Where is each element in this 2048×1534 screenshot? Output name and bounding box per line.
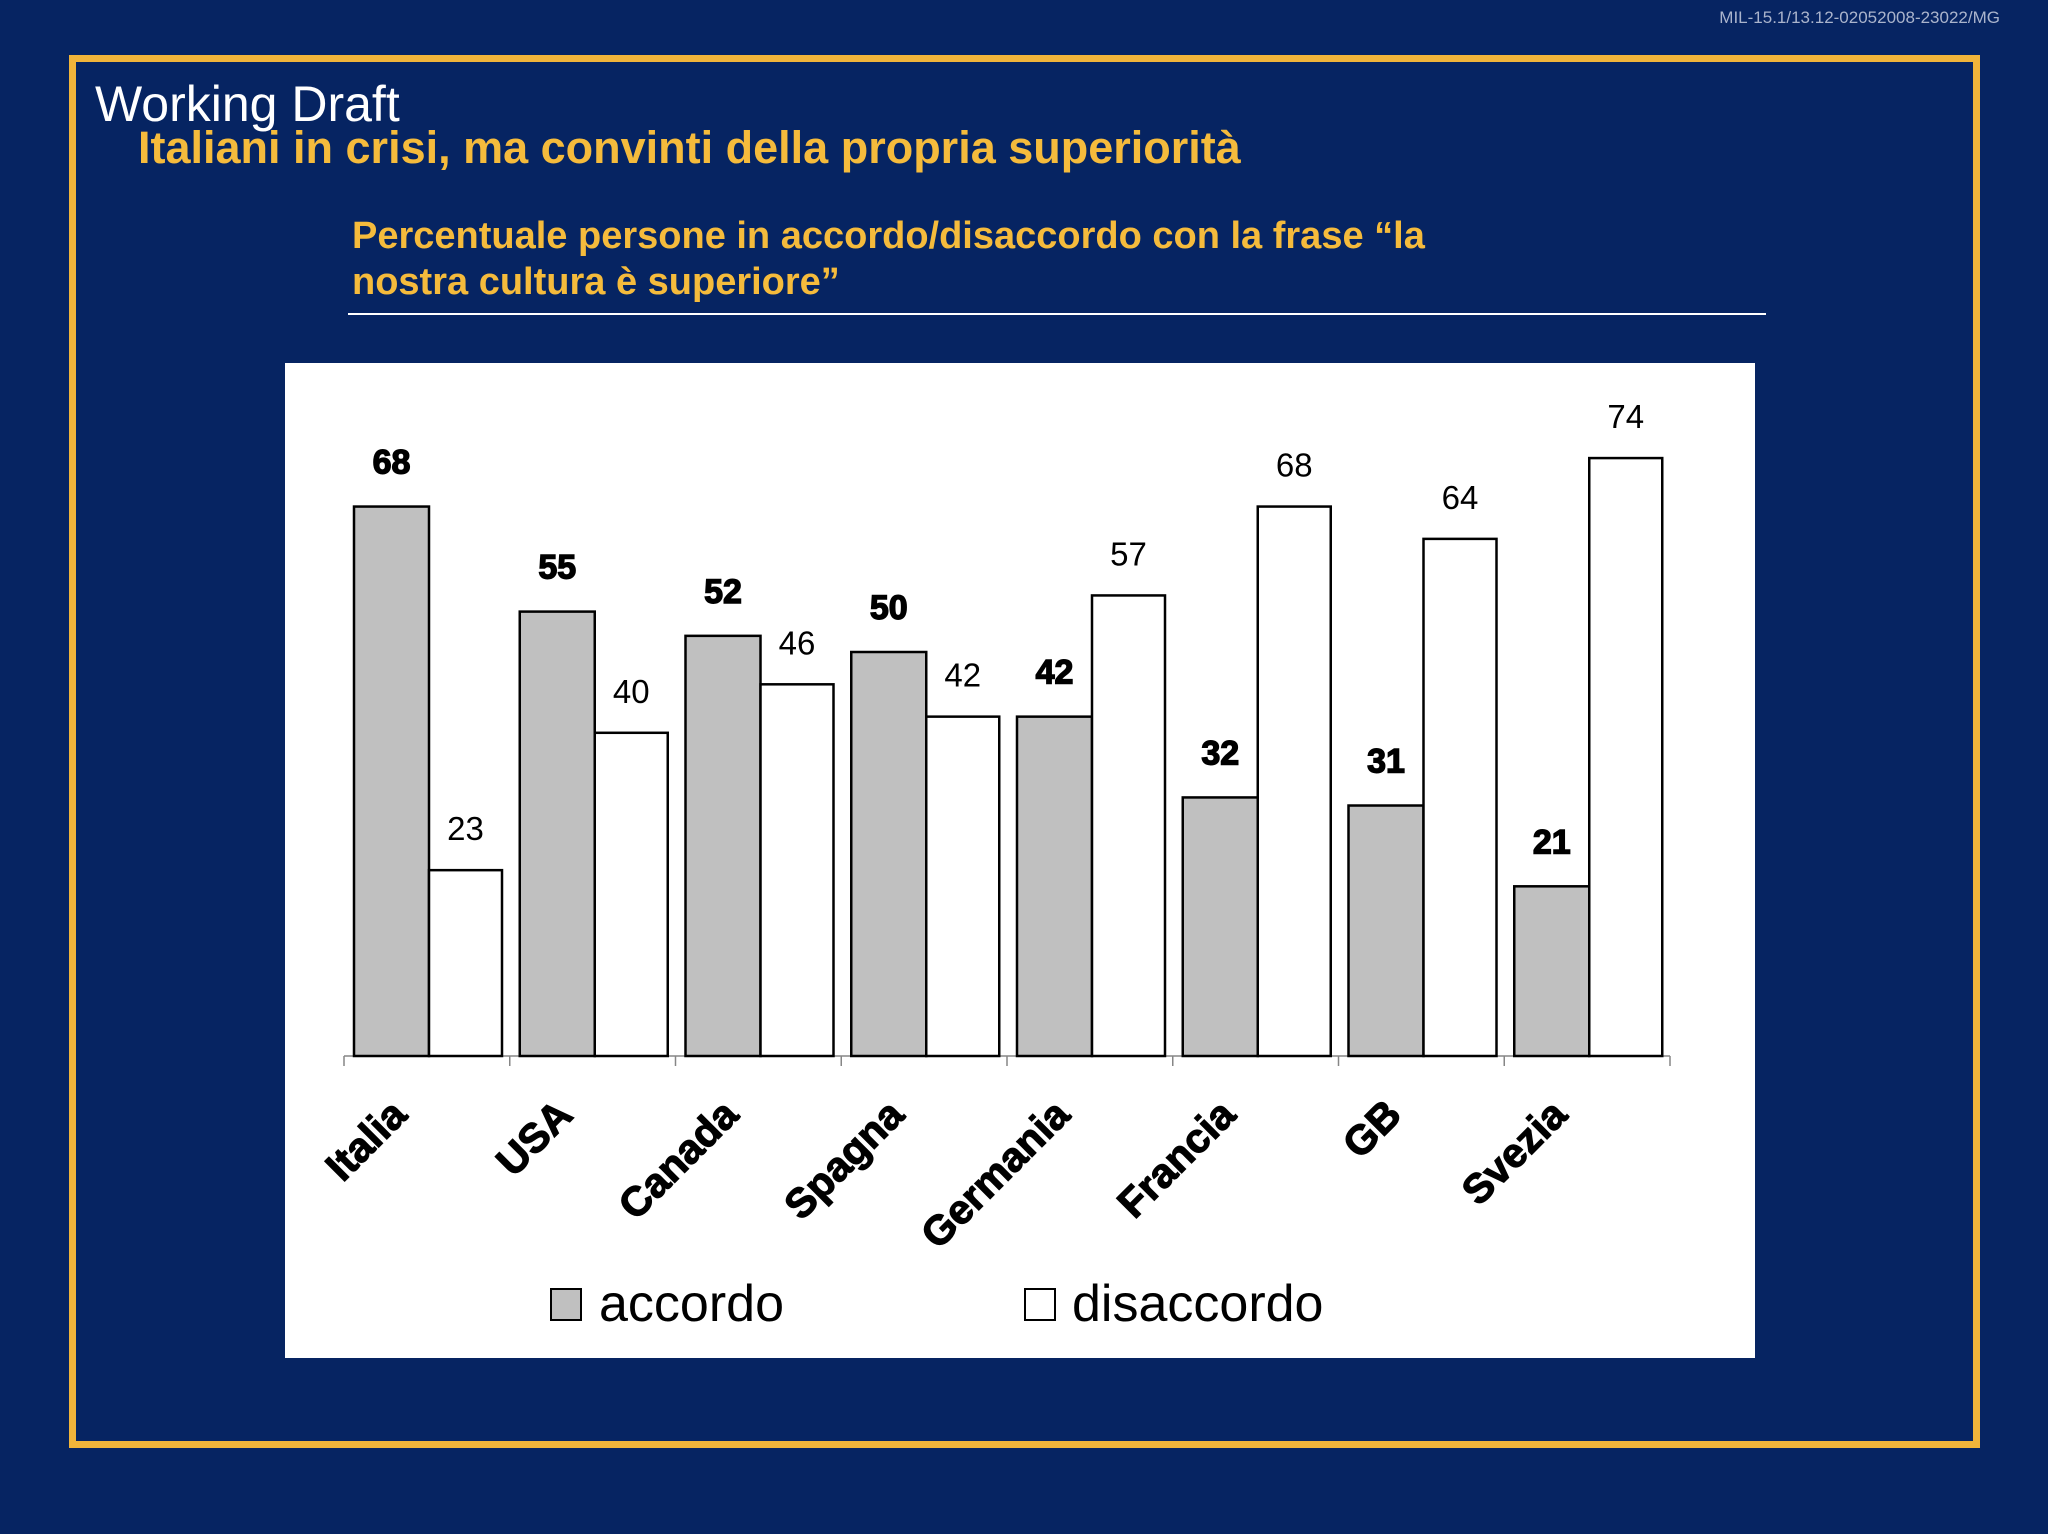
chart-value-labels: 68 23 55 40 52 46 50 42 42 57 32 68 31 64 21 74 <box>372 398 1644 862</box>
chart-title-underline <box>348 313 1766 315</box>
value-label-accordo-svezia: 21 <box>1533 823 1571 861</box>
bar-chart: 68 23 55 40 52 46 50 42 42 57 32 68 31 64 21 74 Italia U… <box>316 398 1671 1333</box>
bar-accordo-svezia <box>1513 885 1591 1058</box>
legend-swatch-accordo <box>550 1288 582 1321</box>
value-label-accordo-germania: 42 <box>1036 654 1074 692</box>
legend-label-disaccordo: disaccordo <box>1072 1275 1323 1333</box>
legend-swatch-disaccordo <box>1024 1288 1056 1321</box>
chart-category-labels: Italia USA Canada Spagna Germania Francia GB Sv… <box>316 1089 1577 1257</box>
document-code: MIL-15.1/13.12-02052008-23022/MG <box>1719 8 2000 27</box>
value-label-disaccordo-gb: 64 <box>1442 479 1479 516</box>
bar-accordo-spagna <box>850 650 928 1058</box>
legend-label-accordo: accordo <box>599 1275 784 1333</box>
value-label-accordo-usa: 55 <box>538 549 576 587</box>
value-label-disaccordo-germania: 57 <box>1110 535 1147 572</box>
category-label-usa: USA <box>487 1091 581 1185</box>
value-label-disaccordo-usa: 40 <box>613 673 650 710</box>
bar-disaccordo-germania <box>1090 594 1167 1058</box>
bar-disaccordo-usa <box>593 731 669 1058</box>
value-label-accordo-gb: 31 <box>1367 743 1405 781</box>
value-label-accordo-spagna: 50 <box>870 589 908 627</box>
category-label-spagna: Spagna <box>775 1090 913 1228</box>
x-axis <box>343 1055 1671 1066</box>
chart-bars <box>352 456 1664 1058</box>
category-label-gb: GB <box>1334 1091 1410 1167</box>
bar-disaccordo-francia <box>1256 505 1332 1058</box>
bar-accordo-canada <box>684 634 762 1058</box>
category-label-italia: Italia <box>317 1090 416 1189</box>
category-label-canada: Canada <box>609 1090 747 1228</box>
value-label-disaccordo-svezia: 74 <box>1607 398 1644 435</box>
draft-label: Working Draft <box>95 76 400 132</box>
value-label-disaccordo-italia: 23 <box>447 810 484 847</box>
bar-disaccordo-gb <box>1422 537 1498 1058</box>
bar-disaccordo-spagna <box>925 715 1001 1058</box>
bar-accordo-italia <box>352 505 431 1058</box>
slide-title: Italiani in crisi, ma convinti della pro… <box>138 122 1241 173</box>
value-label-disaccordo-francia: 68 <box>1276 447 1313 484</box>
chart-panel: 68 23 55 40 52 46 50 42 42 57 32 68 31 64 21 74 Italia U… <box>285 363 1755 1358</box>
bar-disaccordo-canada <box>759 683 835 1058</box>
value-label-disaccordo-spagna: 42 <box>944 657 981 694</box>
chart-title: Percentuale persone in accordo/disaccord… <box>352 215 1425 303</box>
value-label-accordo-francia: 32 <box>1201 734 1239 772</box>
bar-accordo-usa <box>518 610 596 1058</box>
value-label-accordo-italia: 68 <box>373 444 411 482</box>
category-label-francia: Francia <box>1108 1090 1244 1226</box>
category-label-germania: Germania <box>912 1090 1079 1257</box>
bar-disaccordo-svezia <box>1588 456 1664 1058</box>
chart-legend: accordo disaccordo <box>550 1275 1323 1333</box>
category-label-svezia: Svezia <box>1453 1090 1577 1214</box>
bar-disaccordo-italia <box>427 868 504 1058</box>
bar-accordo-francia <box>1181 796 1259 1058</box>
bar-accordo-gb <box>1347 804 1425 1058</box>
slide-frame <box>69 55 1980 1448</box>
value-label-disaccordo-canada: 46 <box>779 624 816 661</box>
bar-accordo-germania <box>1015 715 1094 1058</box>
value-label-accordo-canada: 52 <box>704 573 742 611</box>
